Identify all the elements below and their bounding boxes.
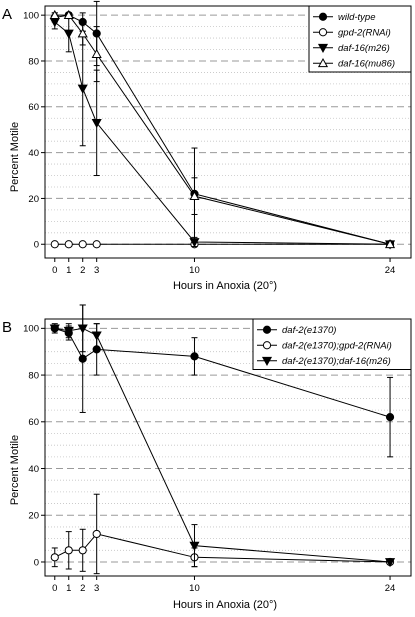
data-point [64, 546, 73, 555]
legend-marker [261, 356, 273, 366]
data-point [50, 240, 59, 249]
y-axis-title: Percent Motile [9, 435, 21, 505]
legend-entry: daf-16(m26) [313, 43, 390, 54]
grid [45, 14, 411, 245]
data-point [77, 28, 88, 38]
legend-marker [317, 58, 329, 68]
series-daf-16(m26) [49, 14, 396, 250]
x-tick-label: 0 [52, 265, 57, 276]
series-layer [49, 0, 396, 250]
legend-entry: gpd-2(RNAi) [313, 28, 391, 39]
data-point [77, 84, 88, 94]
x-tick-label: 2 [80, 583, 85, 594]
x-tick-label: 1 [66, 583, 71, 594]
plot-frame [44, 5, 412, 259]
x-tick-label: 1 [66, 265, 71, 276]
data-point [189, 190, 200, 201]
x-tick-label: 3 [94, 265, 99, 276]
legend-entry: daf-2(e1370);daf-16(m26) [257, 356, 391, 367]
y-tick-label: 20 [28, 511, 39, 522]
data-point [190, 352, 199, 361]
data-point [77, 324, 88, 334]
data-point [64, 240, 73, 249]
data-point [92, 529, 101, 539]
panel-letter: B [2, 319, 12, 336]
series-daf-2(e1370);daf-16(m26) [49, 304, 396, 568]
y-tick-label: 60 [28, 102, 39, 113]
legend-marker [262, 325, 272, 334]
legend-label: daf-2(e1370) [282, 325, 336, 336]
legend: daf-2(e1370) daf-2(e1370);gpd-2(RNAi) daf-… [252, 318, 412, 370]
panel-b: B Percent Motile Hours in Anoxia (20°) 0… [2, 304, 412, 611]
data-point [91, 48, 102, 58]
y-tick-label: 40 [28, 148, 39, 159]
data-point [385, 413, 395, 422]
legend-marker [318, 28, 328, 37]
data-point [49, 9, 60, 20]
legend-label: daf-16(m26) [338, 43, 390, 54]
x-tick-label: 24 [385, 583, 396, 594]
data-point [92, 240, 101, 249]
legend-label: gpd-2(RNAi) [338, 28, 391, 39]
data-point [49, 324, 60, 334]
legend-label: wild-type [338, 12, 376, 23]
data-point [63, 326, 74, 336]
y-tick-label: 20 [28, 194, 39, 205]
legend-marker [317, 43, 329, 53]
series-daf-16(mu86) [49, 9, 396, 249]
y-tick-label: 80 [28, 56, 39, 67]
data-point [78, 240, 87, 249]
y-axis-title: Percent Motile [9, 122, 21, 192]
legend-label: daf-2(e1370);gpd-2(RNAi) [282, 341, 392, 352]
y-tick-label: 40 [28, 464, 39, 475]
x-axis-title: Hours in Anoxia (20°) [173, 280, 277, 292]
legend-entry: daf-16(mu86) [313, 58, 395, 70]
legend-label: daf-16(mu86) [338, 59, 395, 70]
legend-box [252, 318, 412, 370]
x-tick-label: 0 [52, 583, 57, 594]
data-point [50, 553, 59, 562]
y-tick-label: 0 [34, 240, 39, 251]
legend-marker [318, 12, 328, 21]
legend-label: daf-2(e1370);daf-16(m26) [282, 356, 391, 367]
legend-marker [262, 341, 272, 350]
grid [45, 327, 411, 563]
data-point [189, 541, 200, 551]
series-layer [49, 304, 396, 575]
data-point [189, 238, 200, 248]
data-point [384, 239, 396, 249]
x-tick-label: 2 [80, 265, 85, 276]
legend: wild-type gpd-2(RNAi) daf-16(m26) daf-16(mu… [308, 5, 412, 73]
panel-letter: A [2, 6, 12, 23]
plot-frame [44, 318, 412, 577]
x-tick-label: 10 [189, 265, 200, 276]
data-point [78, 546, 87, 555]
y-tick-label: 100 [23, 11, 39, 22]
data-point [78, 354, 87, 363]
y-tick-label: 100 [23, 324, 39, 335]
legend-entry: wild-type [313, 12, 376, 23]
data-point [91, 331, 102, 341]
panel-a: A Percent Motile Hours in Anoxia (20°) 0… [2, 0, 412, 292]
y-tick-label: 60 [28, 417, 39, 428]
x-tick-label: 10 [189, 583, 200, 594]
x-axis-title: Hours in Anoxia (20°) [173, 599, 277, 611]
legend-entry: daf-2(e1370) [257, 325, 336, 336]
data-point [63, 9, 74, 20]
series-gpd-2(RNAi) [50, 240, 395, 249]
data-point [91, 118, 102, 129]
legend-entry: daf-2(e1370);gpd-2(RNAi) [257, 341, 392, 352]
data-point [63, 29, 74, 39]
x-tick-label: 24 [385, 265, 396, 276]
data-point [384, 558, 396, 568]
y-tick-label: 0 [34, 557, 39, 568]
x-tick-label: 3 [94, 583, 99, 594]
y-tick-label: 80 [28, 370, 39, 381]
